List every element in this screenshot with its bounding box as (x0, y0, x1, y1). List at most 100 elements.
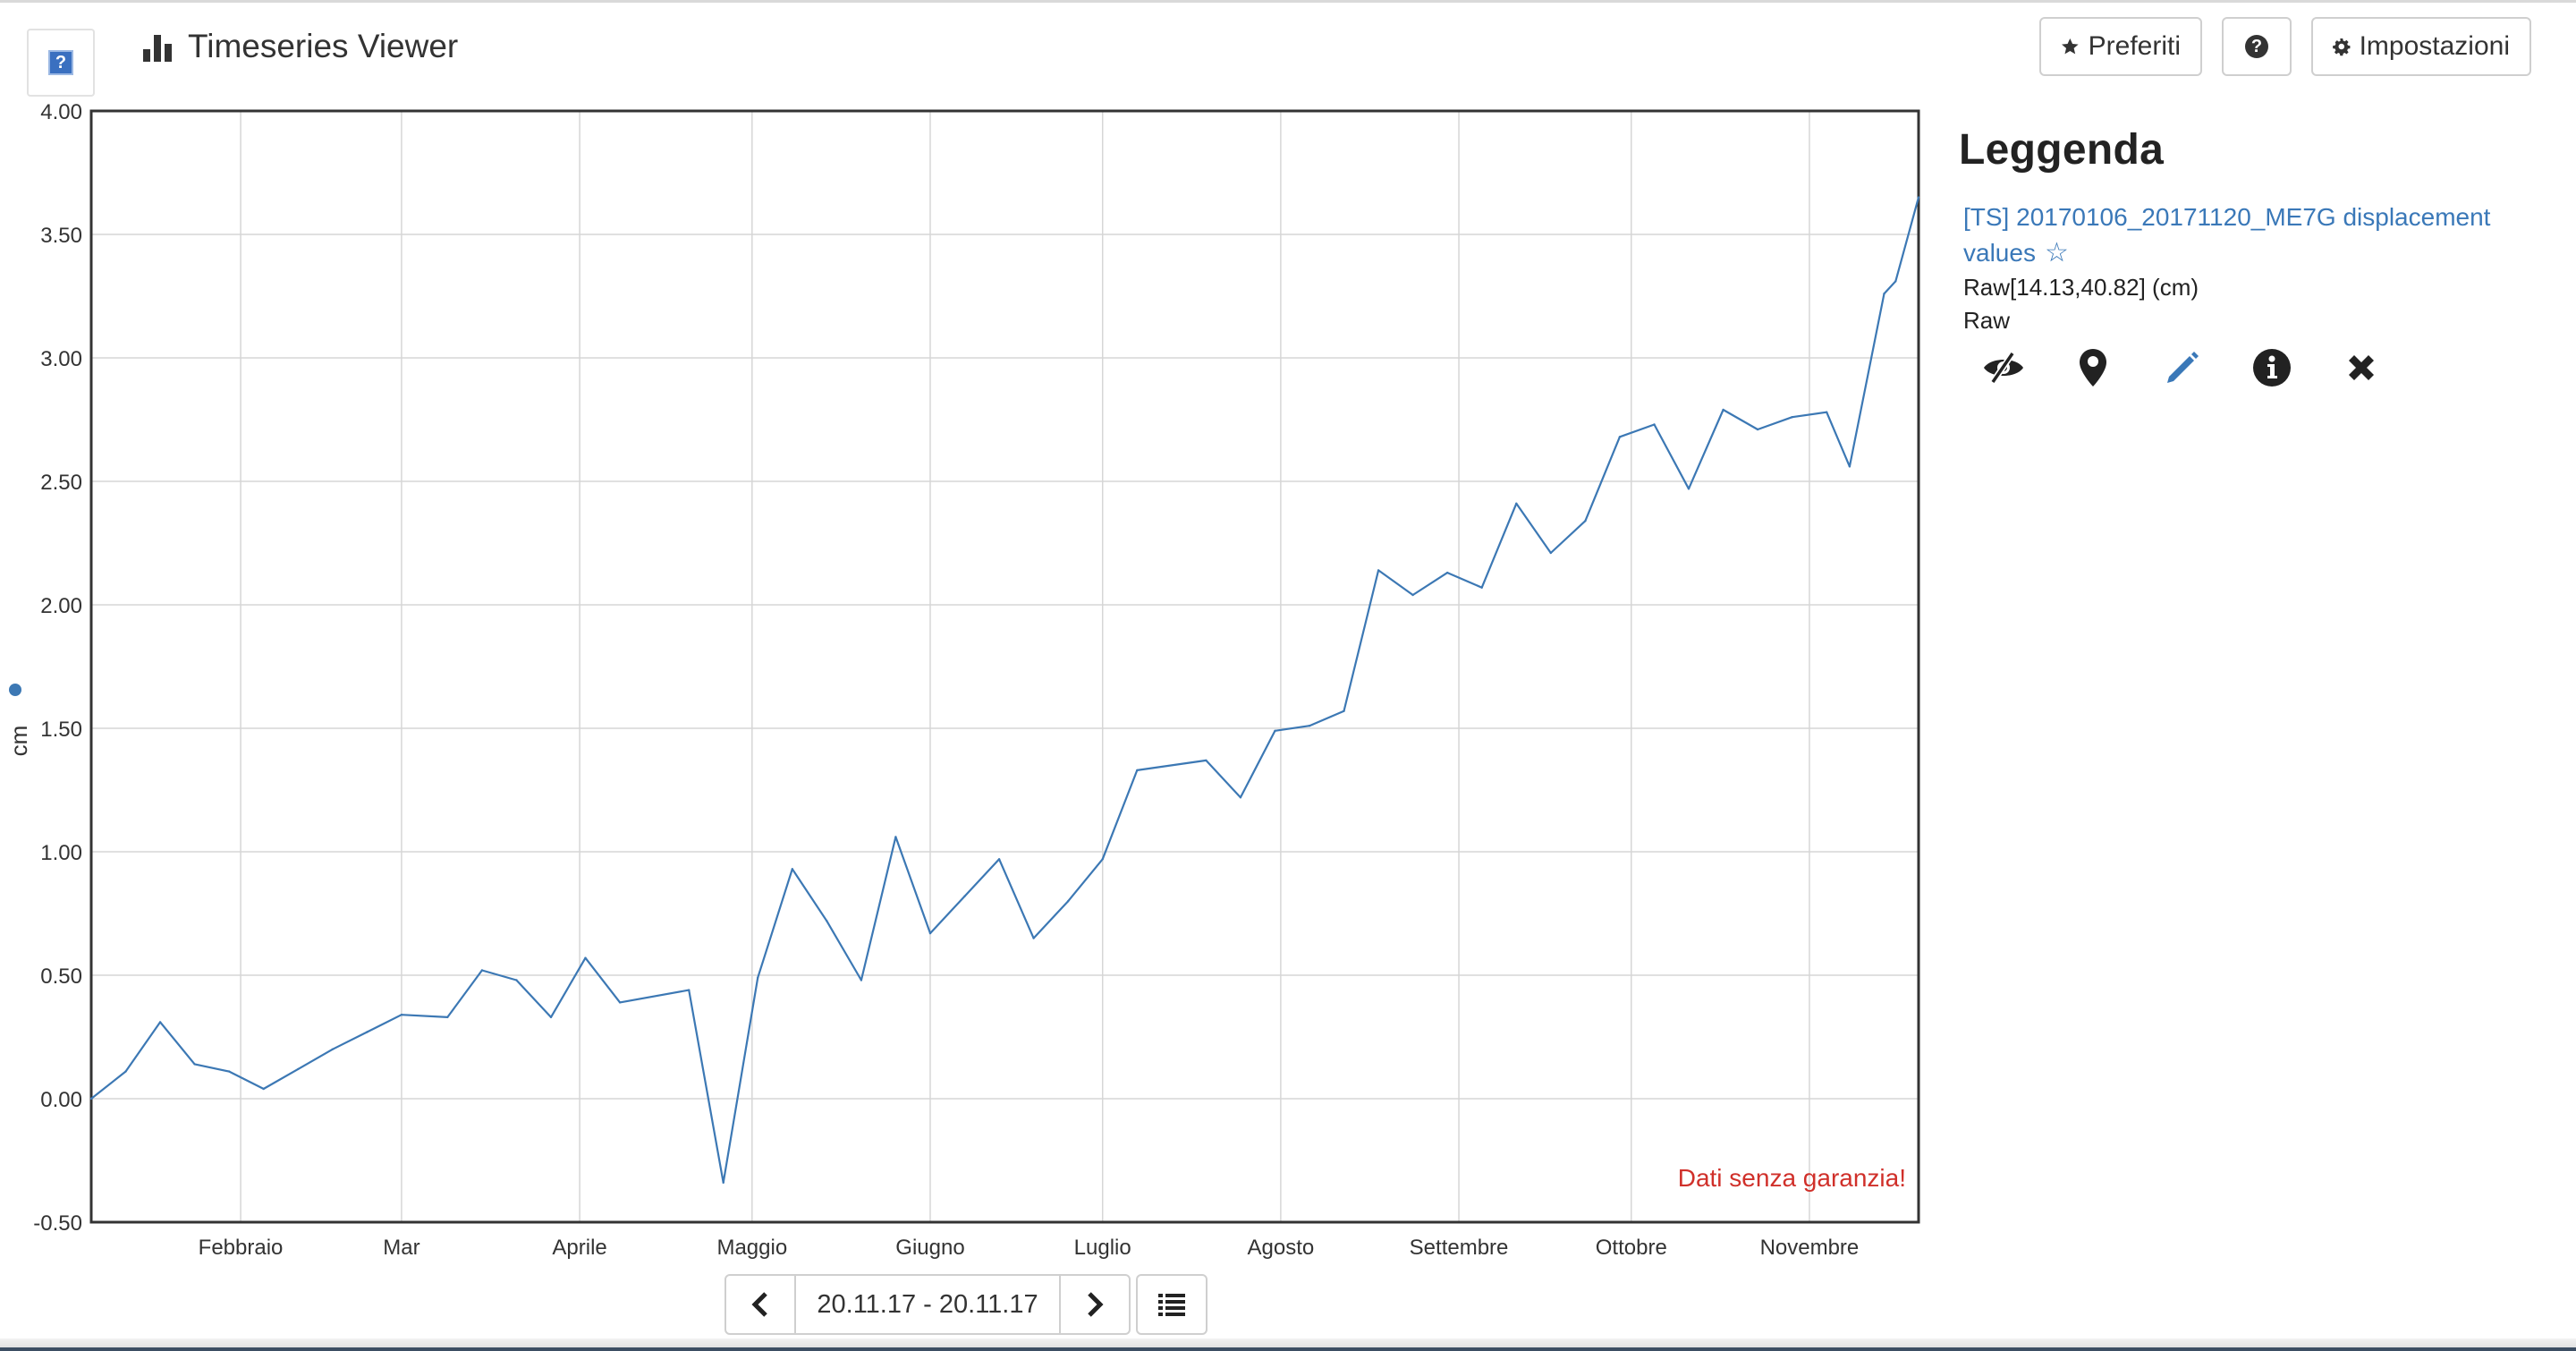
list-view-button[interactable] (1136, 1274, 1208, 1335)
data-point (515, 979, 518, 981)
data-point (1067, 900, 1070, 903)
x-tick-label: Mar (383, 1236, 419, 1260)
legend-series-label[interactable]: [TS] 20170106_20171120_ME7G displacement… (1963, 203, 2491, 267)
y-axis-label: cm (5, 726, 32, 757)
legend-title: Leggenda (1959, 126, 2165, 174)
y-tick-label: 2.00 (40, 594, 82, 618)
x-tick-label: Aprile (552, 1236, 606, 1260)
series-line (90, 197, 1920, 1184)
data-point (89, 1097, 93, 1100)
legend-series-entry[interactable]: [TS] 20170106_20171120_ME7G displacement… (1963, 200, 2531, 271)
data-point (791, 868, 793, 871)
next-period-button[interactable] (1059, 1276, 1129, 1333)
question-circle-icon: ? (2245, 35, 2268, 58)
data-point (894, 836, 897, 838)
previous-period-button[interactable] (726, 1276, 796, 1333)
bar-chart-icon (143, 31, 172, 62)
data-point (1032, 937, 1035, 939)
list-icon (1158, 1294, 1185, 1316)
data-point (1756, 428, 1759, 431)
y-tick-label: 1.00 (40, 841, 82, 865)
data-point (366, 1031, 369, 1033)
star-outline-icon[interactable]: ☆ (2044, 238, 2069, 268)
data-point (446, 1015, 449, 1019)
data-point (1136, 769, 1139, 772)
data-point (826, 920, 828, 922)
data-point (1480, 586, 1483, 589)
x-tick-label: Luglio (1074, 1236, 1131, 1260)
data-point (928, 931, 932, 935)
data-point (1446, 571, 1449, 574)
app-title: Timeseries Viewer (143, 23, 458, 70)
data-point (1549, 551, 1553, 555)
logo-icon: ? (48, 50, 73, 75)
data-point (1584, 520, 1587, 523)
gear-icon (2333, 38, 2351, 56)
x-tick-label: Ottobre (1596, 1236, 1667, 1260)
x-tick-label: Giugno (895, 1236, 964, 1260)
y-tick-label: -0.50 (33, 1211, 82, 1236)
app-title-text: Timeseries Viewer (188, 28, 459, 64)
y-tick-label: 4.00 (40, 100, 82, 124)
x-tick-label: Febbraio (199, 1236, 284, 1260)
data-point (549, 1015, 553, 1019)
data-point (1883, 293, 1885, 295)
eye-slash-icon[interactable] (1982, 346, 2025, 389)
data-point (297, 1067, 300, 1071)
time-range-display[interactable]: 20.11.17 - 20.11.17 (817, 1289, 1038, 1319)
data-point (1101, 858, 1104, 861)
y-tick-label: 1.50 (40, 718, 82, 742)
app-logo[interactable]: ? (27, 29, 95, 97)
data-point (262, 1087, 265, 1091)
settings-button[interactable]: Impostazioni (2311, 17, 2531, 76)
data-point (1411, 593, 1414, 597)
y-tick-label: 3.50 (40, 224, 82, 248)
x-tick-label: Agosto (1248, 1236, 1315, 1260)
plot-frame (89, 109, 1920, 1224)
data-point (1894, 280, 1897, 283)
data-point (1826, 411, 1828, 413)
data-point (584, 956, 587, 959)
data-point (1722, 408, 1724, 412)
chevron-right-icon (1088, 1292, 1104, 1317)
data-point (1917, 196, 1920, 199)
data-point (688, 989, 691, 991)
x-tick-label: Maggio (716, 1236, 787, 1260)
data-point (480, 969, 484, 972)
data-point (331, 1048, 334, 1051)
data-point (1274, 729, 1276, 732)
timeseries-chart[interactable]: -0.50 0.00 0.50 1.00 1.50 2.00 2.50 3.00 3.50 4.0… (0, 89, 1941, 1270)
legend-actions (1982, 346, 2531, 389)
settings-label: Impostazioni (2359, 31, 2510, 61)
data-point (1205, 759, 1208, 762)
data-point (1377, 569, 1380, 572)
pencil-icon[interactable] (2161, 346, 2204, 389)
y-tick-label: 0.50 (40, 964, 82, 989)
y-tick-label: 0.00 (40, 1088, 82, 1112)
data-point (1653, 423, 1656, 426)
x-tick-label: Settembre (1410, 1236, 1509, 1260)
favorites-label: Preferiti (2088, 31, 2181, 61)
favorites-button[interactable]: Preferiti (2039, 17, 2202, 76)
help-button[interactable]: ? (2222, 17, 2292, 76)
legend-raw-location: Raw[14.13,40.82] (cm) (1963, 274, 2199, 301)
data-point (158, 1021, 162, 1024)
map-marker-icon[interactable] (2072, 346, 2114, 389)
data-point (1308, 725, 1311, 727)
data-point (1791, 416, 1793, 419)
data-point (860, 979, 863, 981)
data-point (1848, 465, 1852, 468)
data-point (1687, 488, 1690, 490)
data-point (618, 1001, 622, 1004)
data-point (1343, 709, 1345, 712)
y-tick-label: 2.50 (40, 471, 82, 495)
data-point (1515, 502, 1518, 505)
top-border (0, 0, 2576, 3)
info-circle-icon[interactable] (2250, 346, 2293, 389)
chevron-left-icon (751, 1292, 767, 1317)
window-bottom-edge (0, 1338, 2576, 1351)
data-point (193, 1063, 196, 1066)
close-icon[interactable] (2340, 346, 2383, 389)
y-tick-label: 3.00 (40, 347, 82, 371)
legend-raw-label: Raw (1963, 307, 2011, 334)
